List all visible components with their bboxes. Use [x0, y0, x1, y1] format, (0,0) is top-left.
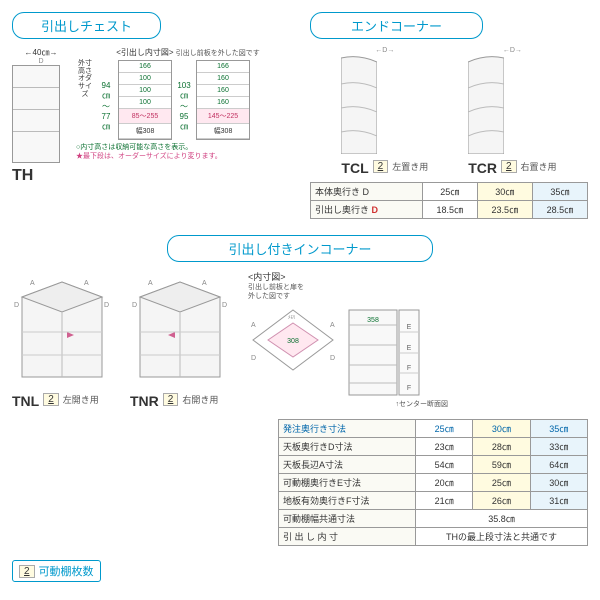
svg-text:E: E [407, 345, 412, 352]
section-in-corner: 引出し付きインコーナー [167, 235, 432, 262]
section-icon: 358 E E F F [344, 305, 424, 400]
th-cabinet [12, 65, 60, 163]
th-code: TH [12, 167, 70, 185]
th-right-range: 103㎝ 〜 95㎝ [176, 81, 192, 140]
legend-badge: 2 可動棚枚数 [12, 560, 101, 582]
th-left-range: 94㎝ 〜 77㎝ [98, 81, 114, 140]
svg-text:A: A [202, 280, 207, 287]
svg-text:A: A [30, 280, 35, 287]
tcr-block: ←D→ TCR 2 右置き用 [468, 47, 556, 176]
svg-text:A: A [84, 280, 89, 287]
svg-text:F: F [407, 385, 411, 392]
section-drawer-chest: 引出しチェスト [12, 12, 161, 39]
tnr-block: A A D D TNR 2 右開き用 [130, 277, 230, 409]
svg-text:D: D [330, 355, 335, 362]
svg-text:A: A [330, 322, 335, 329]
svg-text:358: 358 [367, 317, 379, 324]
topview-icon: 308 A A D D ﾒﾓﾘ [248, 305, 338, 375]
svg-text:D: D [14, 302, 19, 309]
inner-caption: <引出し内寸図> 引出し前板を外した図です [76, 47, 300, 58]
big-spec-table: 発注奥行き寸法25㎝30㎝35㎝天板奥行きD寸法23㎝28㎝33㎝天板長辺A寸法… [278, 419, 588, 546]
th-inner-b: 166 160 160 160 145〜225 幅308 [196, 60, 250, 140]
inner-detail: <内寸図> 引出し前板と扉を 外した図です 308 A A D D ﾒﾓﾘ [248, 270, 448, 409]
th-width: ←40㎝→ [12, 47, 70, 58]
tcl-shelf-icon [341, 54, 377, 154]
svg-text:A: A [251, 322, 256, 329]
th-inner-a: 166 100 100 100 85〜255 幅308 [118, 60, 172, 140]
tnl-block: A A D D TNL 2 左開き用 [12, 277, 112, 409]
tnr-cab-icon: A A D D [130, 277, 230, 387]
svg-text:308: 308 [287, 338, 299, 345]
th-side-label: 外寸高さオダサイズ [76, 60, 94, 140]
svg-text:ﾒﾓﾘ: ﾒﾓﾘ [288, 315, 296, 321]
svg-text:D: D [132, 302, 137, 309]
section-note: ↑センター断面図 [248, 400, 448, 409]
section-end-corner: エンドコーナー [310, 12, 483, 39]
svg-text:D: D [251, 355, 256, 362]
th-note2: ★最下段は、オーダーサイズにより変ります。 [76, 152, 300, 161]
tnl-cab-icon: A A D D [12, 277, 112, 387]
tcr-shelf-icon [468, 54, 504, 154]
svg-text:A: A [148, 280, 153, 287]
svg-text:F: F [407, 365, 411, 372]
svg-text:D: D [222, 302, 227, 309]
svg-text:D: D [104, 302, 109, 309]
svg-text:E: E [407, 324, 412, 331]
dim-d-top: D [12, 58, 70, 65]
tcl-block: ←D→ TCL 2 左置き用 [341, 47, 428, 176]
th-note1: ○内寸高さは収納可能な高さを表示。 [76, 143, 300, 152]
corner-spec-table: 本体奥行き D 25㎝ 30㎝ 35㎝ 引出し奥行き D 18.5㎝ 23.5㎝… [310, 182, 588, 219]
th-diagram-group: ←40㎝→ D TH <引出し内寸図> 引出し前板を外した図です 外寸高さオダサ… [12, 47, 300, 185]
